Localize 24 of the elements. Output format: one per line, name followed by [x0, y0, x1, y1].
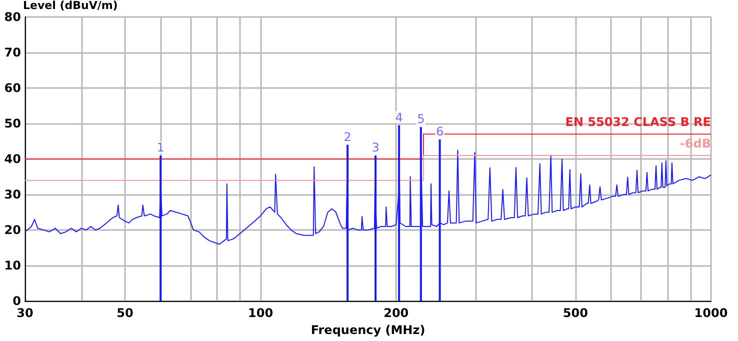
- y-tick-label: 40: [4, 152, 21, 166]
- x-tick-label: 500: [562, 306, 588, 320]
- x-tick-label: 50: [116, 306, 134, 320]
- annotation: 3: [372, 140, 380, 154]
- series-label: EN 55032 CLASS B RE: [565, 115, 711, 130]
- x-tick-label: 200: [384, 306, 409, 320]
- y-tick-label: 20: [4, 223, 21, 238]
- y-tick-label: 0: [12, 294, 21, 308]
- x-axis-title: Frequency (MHz): [310, 323, 426, 337]
- y-tick-label: 70: [4, 45, 21, 60]
- x-tick-label: 30: [16, 306, 34, 320]
- annotation: 2: [344, 130, 352, 144]
- x-tick-label: 100: [248, 306, 274, 320]
- y-tick-label: 10: [4, 258, 21, 273]
- x-tick-label: 1000: [694, 306, 728, 320]
- y-tick-label: 60: [4, 80, 21, 95]
- annotation: 6: [436, 124, 444, 138]
- annotation: 1: [156, 140, 164, 154]
- y-axis-title: Level (dBuV/m): [23, 0, 118, 12]
- annotation: 5: [417, 112, 425, 126]
- y-tick-label: 30: [4, 188, 21, 202]
- y-tick-label: 80: [4, 10, 21, 24]
- annotation: 4: [395, 110, 403, 124]
- y-tick-label: 50: [4, 116, 21, 130]
